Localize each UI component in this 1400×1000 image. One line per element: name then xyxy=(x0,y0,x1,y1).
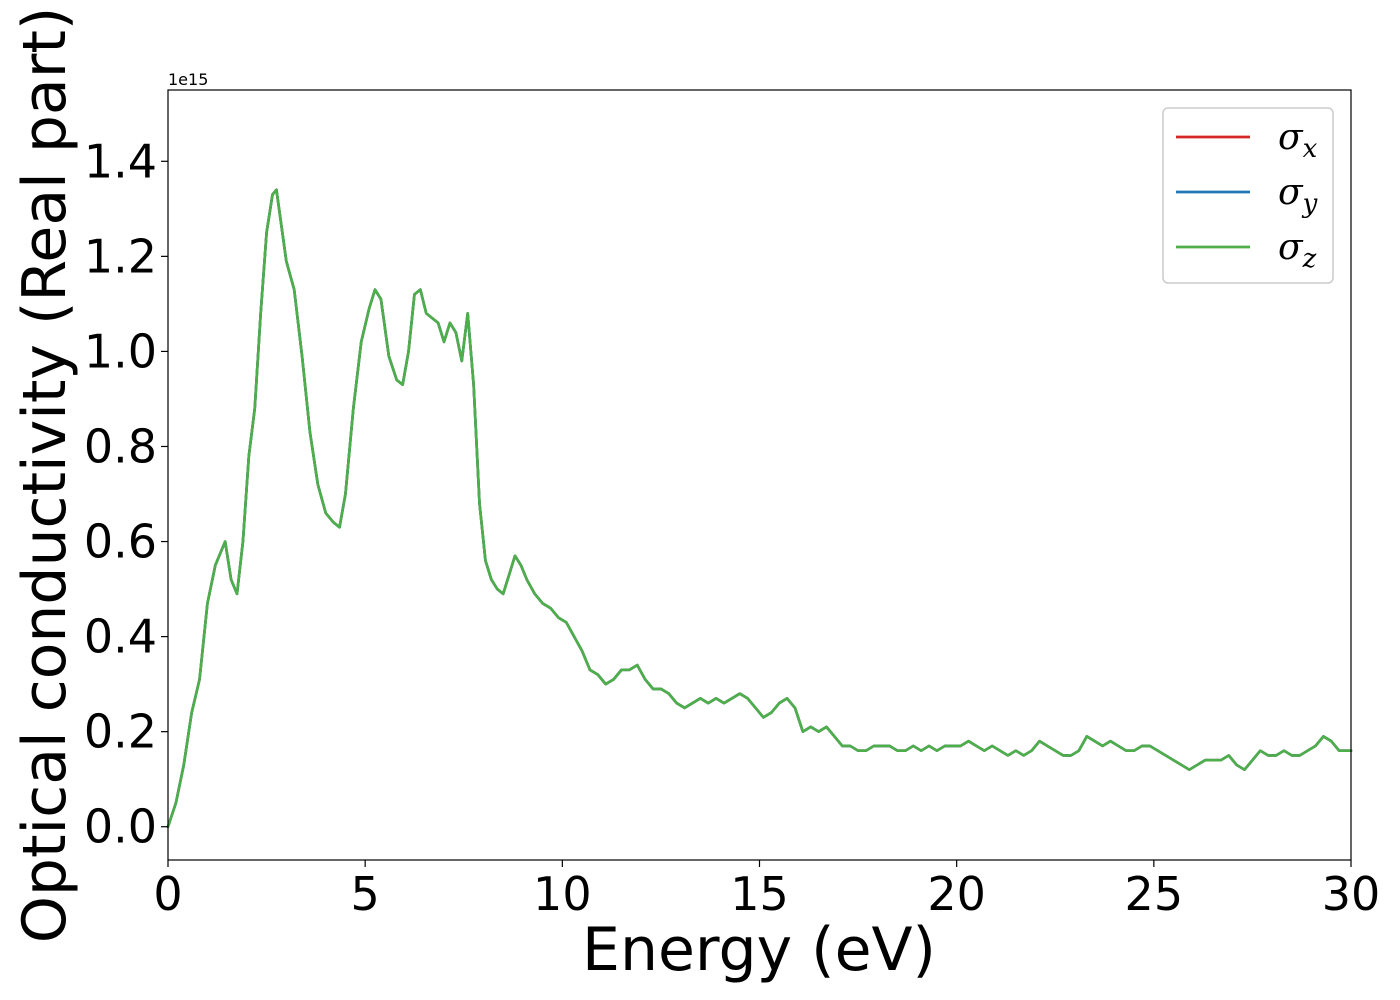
plot-frame xyxy=(167,89,1352,861)
x-tick-label: 0 xyxy=(153,867,182,921)
x-tick-label: 25 xyxy=(1125,867,1184,921)
y-tick-label: 0.6 xyxy=(84,515,157,569)
y-tick-label: 1.0 xyxy=(84,324,157,378)
x-tick-label: 10 xyxy=(533,867,592,921)
legend: σx σy σz xyxy=(1162,107,1334,284)
x-tick-label: 30 xyxy=(1322,867,1381,921)
legend-label-z: σz xyxy=(1278,227,1317,274)
y-axis-ticks: 0.0 0.2 0.4 0.6 0.8 1.0 1.2 1.4 xyxy=(84,134,168,854)
y-tick-label: 0.4 xyxy=(84,610,157,664)
y-tick-label: 1.4 xyxy=(84,134,157,188)
x-axis-ticks: 0 5 10 15 20 25 30 xyxy=(153,860,1380,921)
series-line-z xyxy=(166,188,1353,829)
x-axis-label: Energy (eV) xyxy=(582,915,936,985)
y-tick-label: 0.0 xyxy=(84,800,157,854)
plot-lines xyxy=(166,188,1353,829)
y-tick-label: 0.8 xyxy=(84,419,157,473)
x-tick-label: 5 xyxy=(351,867,380,921)
x-tick-label: 15 xyxy=(730,867,789,921)
y-axis-offset-label: 1e15 xyxy=(168,70,208,89)
x-tick-label: 20 xyxy=(927,867,986,921)
y-tick-label: 1.2 xyxy=(84,229,157,283)
legend-label-x: σx xyxy=(1278,117,1318,164)
legend-box xyxy=(1162,107,1334,284)
y-axis-label: Optical conductivity (Real part) xyxy=(10,7,80,944)
y-tick-label: 0.2 xyxy=(84,705,157,759)
legend-label-y: σy xyxy=(1278,172,1318,219)
